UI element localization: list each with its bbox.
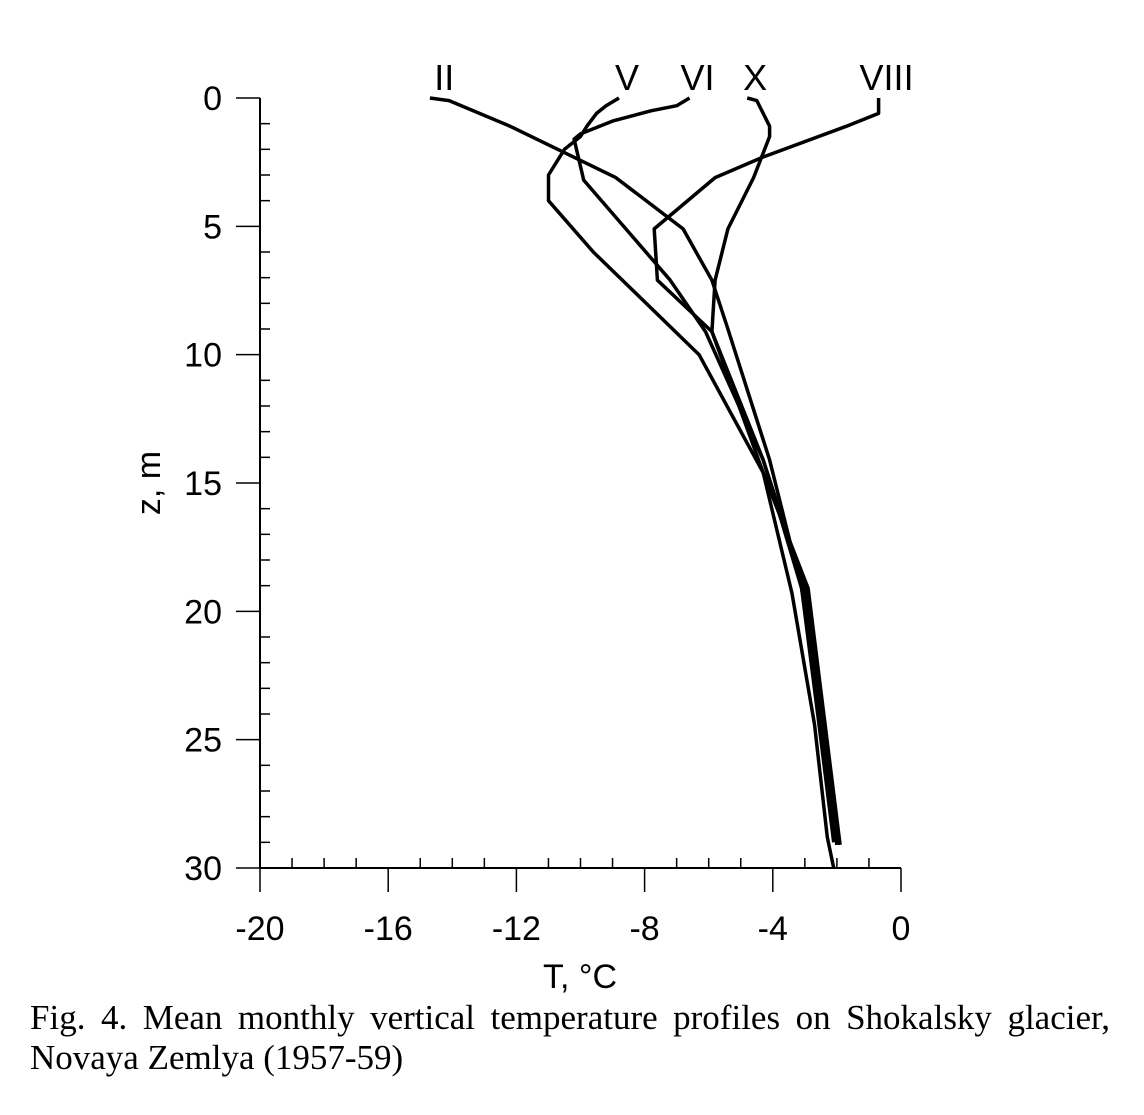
series-line-viii (652, 98, 881, 846)
y-tick-label: 10 (184, 337, 222, 375)
series-labels: II V VI X VIII (434, 57, 913, 98)
series-line-x (710, 96, 839, 846)
series-label-vi: VI (680, 57, 714, 98)
y-tick-label: 25 (184, 722, 222, 760)
series-label-v: V (615, 57, 639, 98)
series-label-ii: II (434, 57, 454, 98)
y-tick-label: 5 (203, 208, 222, 246)
x-tick-label: -20 (235, 910, 284, 948)
x-tick-label: -8 (629, 910, 659, 948)
x-tick-label: -12 (492, 910, 541, 948)
series-lines (429, 96, 881, 869)
y-tick-label: 15 (184, 465, 222, 503)
y-axis-label: z, m (130, 451, 168, 515)
series-label-x: X (743, 57, 767, 98)
chart-axes (236, 97, 902, 892)
y-tick-label: 30 (184, 850, 222, 888)
series-line-v (546, 96, 836, 869)
series-label-viii: VIII (860, 57, 914, 98)
x-tick-label: 0 (892, 910, 911, 948)
x-axis-label: T, °C (543, 958, 617, 996)
series-line-vi (572, 96, 839, 846)
x-tick-label: -16 (364, 910, 413, 948)
y-tick-label: 20 (184, 593, 222, 631)
figure-caption: Fig. 4. Mean monthly vertical temperatur… (30, 998, 1110, 1077)
series-line-ii (429, 96, 836, 843)
temperature-profile-chart: 0 5 10 15 20 25 30 -20 -16 -12 -8 -4 0 II V VI X VIII T,… (130, 57, 914, 996)
x-tick-label: -4 (758, 910, 788, 948)
tick-labels: 0 5 10 15 20 25 30 -20 -16 -12 -8 -4 0 (184, 80, 910, 948)
y-tick-label: 0 (203, 80, 222, 118)
